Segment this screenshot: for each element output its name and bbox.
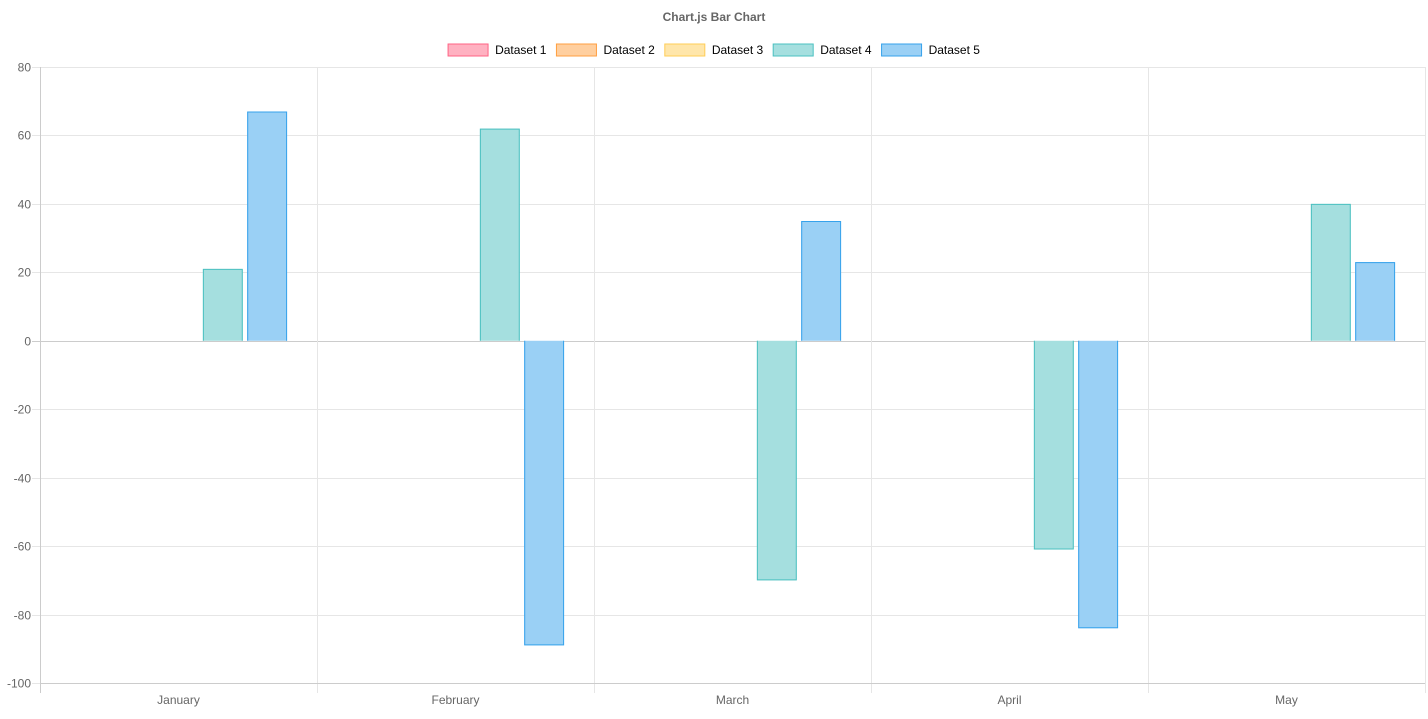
grid-lines	[32, 67, 1426, 693]
legend-item[interactable]: Dataset 2	[555, 43, 655, 57]
bar[interactable]	[1033, 340, 1074, 550]
legend-label: Dataset 2	[603, 43, 655, 57]
legend-swatch	[881, 43, 923, 57]
bar-border	[756, 340, 797, 581]
y-tick-label: 20	[18, 266, 32, 280]
bar-fill	[801, 221, 842, 341]
y-tick-label: 40	[18, 198, 32, 212]
bar-border	[801, 221, 842, 341]
bar-fill	[479, 128, 520, 341]
legend-swatch	[447, 43, 489, 57]
bar[interactable]	[524, 340, 565, 646]
x-tick-label: March	[716, 693, 749, 707]
x-axis: January February March April May	[40, 683, 1425, 707]
y-tick-label: 80	[18, 61, 32, 75]
legend-swatch	[555, 43, 597, 57]
bar[interactable]	[801, 221, 842, 341]
legend-item[interactable]: Dataset 4	[772, 43, 872, 57]
legend-item[interactable]: Dataset 5	[881, 43, 981, 57]
bar-fill	[1310, 203, 1351, 341]
y-axis: 80 60 40 20 0 -20 -40 -60 -80 -100	[7, 61, 31, 691]
y-tick-label: -80	[14, 609, 32, 623]
bar-border	[1078, 340, 1119, 629]
bar-border	[202, 268, 243, 341]
bar[interactable]	[247, 111, 288, 341]
bar-fill	[1078, 340, 1119, 629]
y-tick-label: -20	[14, 403, 32, 417]
bar-fill	[524, 340, 565, 646]
legend-label: Dataset 4	[820, 43, 872, 57]
y-tick-label: -100	[7, 677, 31, 691]
legend-swatch	[772, 43, 814, 57]
bar-border	[247, 111, 288, 341]
legend-label: Dataset 5	[929, 43, 981, 57]
bar-fill	[1033, 340, 1074, 550]
bar-border	[479, 128, 520, 341]
bar-fill	[247, 111, 288, 341]
chart-title: Chart.js Bar Chart	[663, 10, 766, 24]
bar[interactable]	[1355, 262, 1396, 341]
bar-border	[1310, 203, 1351, 341]
legend-label: Dataset 3	[712, 43, 764, 57]
y-tick-label: -40	[14, 472, 32, 486]
bar-fill	[202, 268, 243, 341]
bar[interactable]	[1310, 203, 1351, 341]
y-tick-label: -60	[14, 540, 32, 554]
legend-swatch	[664, 43, 706, 57]
x-tick-label: May	[1275, 693, 1298, 707]
bar-fill	[1355, 262, 1396, 341]
bar-fill	[756, 340, 797, 581]
bar[interactable]	[1078, 340, 1119, 629]
bar[interactable]	[756, 340, 797, 581]
bar[interactable]	[479, 128, 520, 341]
x-tick-label: April	[997, 693, 1021, 707]
bar[interactable]	[202, 268, 243, 341]
bars	[202, 111, 1396, 646]
y-tick-label: 0	[24, 335, 31, 349]
x-tick-label: February	[431, 693, 479, 707]
legend-item[interactable]: Dataset 1	[447, 43, 547, 57]
legend: Dataset 1 Dataset 2 Dataset 3 Dataset 4 Data…	[447, 43, 981, 57]
bar-border	[1033, 340, 1074, 550]
legend-label: Dataset 1	[495, 43, 547, 57]
bar-border	[524, 340, 565, 646]
y-tick-label: 60	[18, 129, 32, 143]
legend-item[interactable]: Dataset 3	[664, 43, 764, 57]
x-tick-label: January	[157, 693, 200, 707]
bar-border	[1355, 262, 1396, 341]
